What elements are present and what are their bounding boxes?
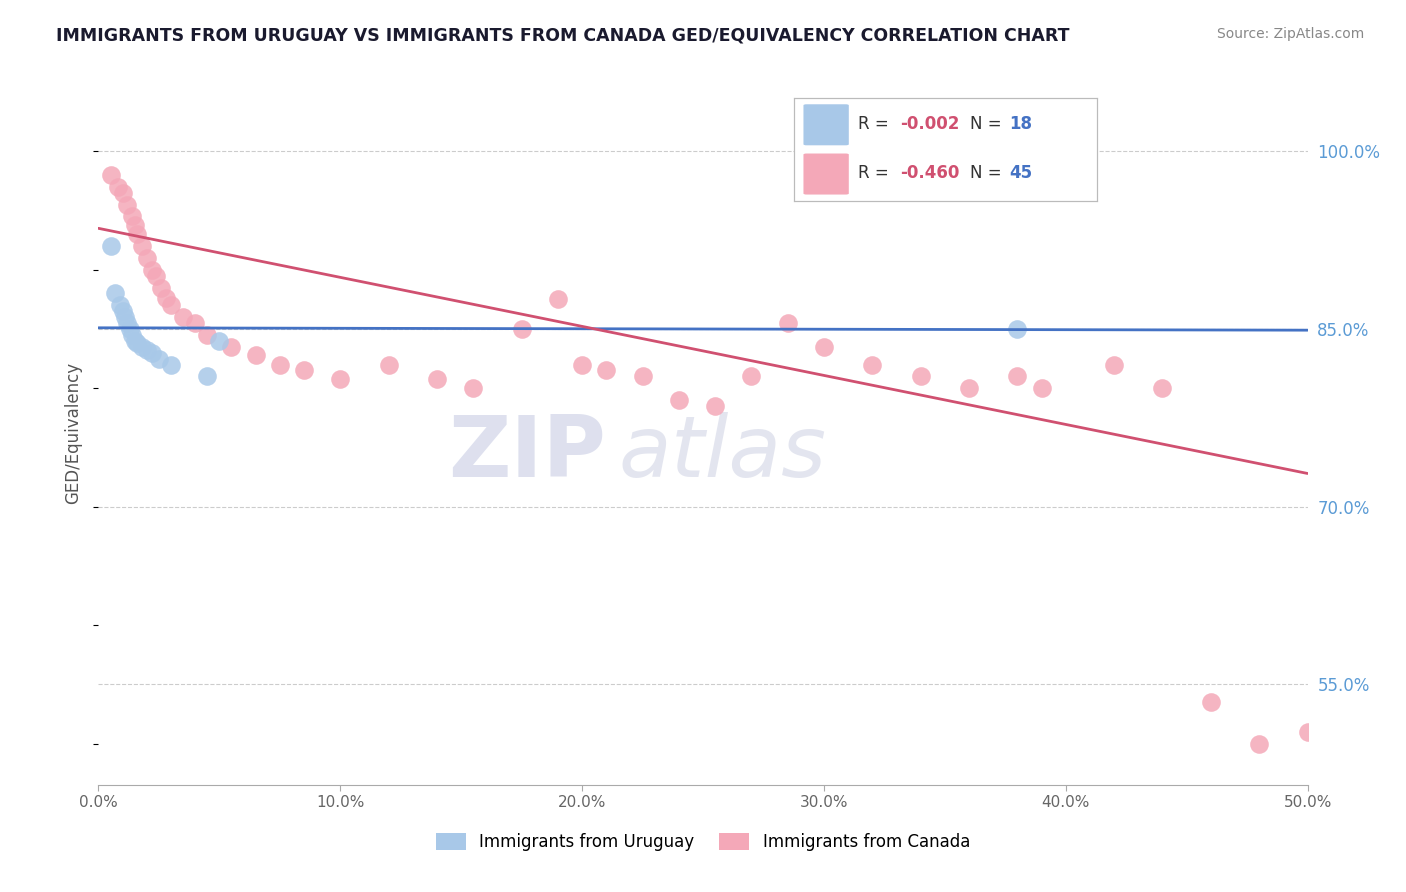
- Text: ZIP: ZIP: [449, 412, 606, 495]
- Point: [100, 239, 122, 253]
- Point: [131, 340, 153, 354]
- Point: [860, 358, 883, 372]
- Text: R =: R =: [858, 115, 894, 133]
- Point: [172, 310, 194, 325]
- Point: [426, 372, 449, 386]
- Point: [208, 334, 231, 348]
- Point: [100, 168, 122, 182]
- Point: [117, 316, 139, 330]
- Text: 18: 18: [1010, 115, 1032, 133]
- Point: [292, 363, 315, 377]
- Text: N =: N =: [970, 164, 1007, 182]
- Point: [510, 322, 533, 336]
- Text: Source: ZipAtlas.com: Source: ZipAtlas.com: [1216, 27, 1364, 41]
- Point: [111, 304, 134, 318]
- Point: [1296, 724, 1319, 739]
- Point: [127, 336, 149, 351]
- Point: [118, 322, 141, 336]
- Point: [195, 327, 218, 342]
- Text: -0.002: -0.002: [900, 115, 959, 133]
- Point: [957, 381, 980, 395]
- Point: [1199, 695, 1222, 709]
- Text: 45: 45: [1010, 164, 1032, 182]
- Point: [148, 351, 170, 366]
- Point: [108, 298, 131, 312]
- Point: [135, 251, 157, 265]
- Point: [631, 369, 654, 384]
- Point: [127, 227, 149, 242]
- Point: [595, 363, 617, 377]
- FancyBboxPatch shape: [803, 104, 849, 145]
- Point: [121, 327, 143, 342]
- Point: [1007, 322, 1029, 336]
- Point: [571, 358, 593, 372]
- Point: [377, 358, 399, 372]
- Point: [245, 348, 267, 362]
- Point: [111, 186, 134, 200]
- Y-axis label: GED/Equivalency: GED/Equivalency: [65, 361, 83, 504]
- Point: [776, 316, 799, 330]
- Point: [1031, 381, 1053, 395]
- Point: [107, 179, 129, 194]
- Point: [124, 334, 146, 348]
- Point: [1102, 358, 1125, 372]
- Point: [668, 392, 690, 407]
- Text: R =: R =: [858, 164, 894, 182]
- Point: [150, 280, 173, 294]
- Point: [195, 369, 218, 384]
- Text: atlas: atlas: [619, 412, 827, 495]
- Point: [1007, 369, 1029, 384]
- Point: [145, 268, 167, 283]
- Point: [463, 381, 485, 395]
- Point: [135, 343, 157, 358]
- Point: [155, 291, 177, 305]
- Point: [141, 345, 163, 359]
- Point: [160, 358, 183, 372]
- Point: [740, 369, 762, 384]
- Legend: Immigrants from Uruguay, Immigrants from Canada: Immigrants from Uruguay, Immigrants from…: [429, 826, 977, 858]
- Point: [104, 286, 127, 301]
- Text: -0.460: -0.460: [900, 164, 959, 182]
- Point: [184, 316, 207, 330]
- Point: [131, 239, 153, 253]
- Point: [1152, 381, 1174, 395]
- Text: N =: N =: [970, 115, 1007, 133]
- Point: [329, 372, 352, 386]
- Point: [269, 358, 291, 372]
- Point: [160, 298, 183, 312]
- Point: [124, 218, 146, 232]
- Point: [141, 262, 163, 277]
- Point: [1249, 737, 1271, 751]
- Point: [813, 340, 835, 354]
- Point: [704, 399, 727, 413]
- Point: [114, 310, 136, 325]
- Point: [117, 197, 139, 211]
- Text: IMMIGRANTS FROM URUGUAY VS IMMIGRANTS FROM CANADA GED/EQUIVALENCY CORRELATION CH: IMMIGRANTS FROM URUGUAY VS IMMIGRANTS FR…: [56, 27, 1070, 45]
- Point: [221, 340, 243, 354]
- Point: [910, 369, 932, 384]
- FancyBboxPatch shape: [803, 153, 849, 194]
- Point: [121, 210, 143, 224]
- Point: [547, 293, 569, 307]
